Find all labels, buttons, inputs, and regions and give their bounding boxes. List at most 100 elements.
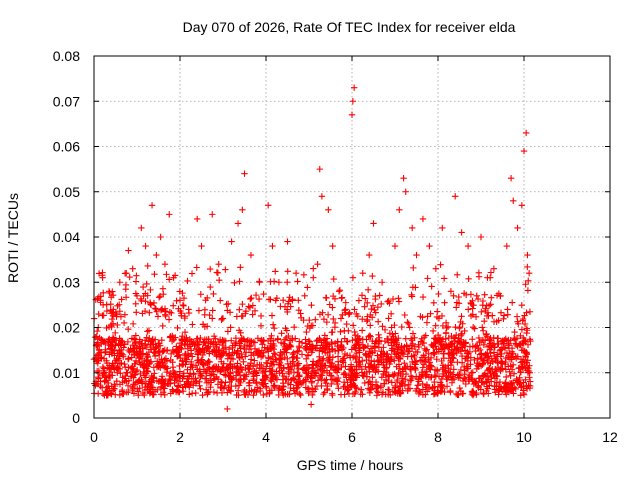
- point-bg-886: [180, 295, 188, 302]
- point-bg-2355: [169, 332, 176, 340]
- point-bg-2264: [254, 352, 261, 359]
- point-bg-1311: [337, 391, 345, 398]
- point-bg-2253: [502, 358, 509, 366]
- point-bg-2537: [485, 390, 492, 397]
- point-bg-2468: [408, 353, 415, 360]
- point-bg-2483: [122, 285, 129, 293]
- point-bg-919: [525, 277, 532, 284]
- point-bg-1744: [107, 293, 115, 301]
- point-bg-567: [269, 321, 277, 328]
- point-bg-1182: [351, 306, 358, 313]
- point-bg-1900: [178, 310, 185, 317]
- point-bg-2286: [504, 306, 511, 313]
- point-bg-1269: [405, 381, 412, 388]
- point-bg-674: [189, 353, 196, 360]
- point-bg-1592: [176, 378, 184, 385]
- point-bg-2462: [414, 348, 421, 356]
- point-bg-2450: [445, 355, 453, 362]
- point-bg-2519: [465, 377, 472, 385]
- chart-title: Day 070 of 2026, Rate Of TEC Index for r…: [183, 19, 516, 35]
- x-tick-label-6: 12: [602, 429, 618, 445]
- point-bg-2472: [406, 365, 414, 373]
- point-bg-1746: [461, 367, 468, 374]
- point-bg-487: [392, 330, 399, 337]
- point-bg-2354: [151, 336, 159, 343]
- point-bg-817: [512, 385, 519, 393]
- point-bg-977: [223, 364, 230, 372]
- point-bg-2521: [278, 356, 285, 363]
- point-35: [247, 251, 255, 259]
- point-bg-1974: [401, 360, 408, 367]
- y-tick-label-3: 0.03: [53, 274, 80, 290]
- point-bg-1698: [329, 304, 336, 311]
- point-bg-2136: [139, 389, 147, 397]
- point-bg-2086: [201, 375, 209, 382]
- point-50: [335, 288, 343, 295]
- point-bg-1661: [462, 380, 470, 388]
- point-bg-1807: [385, 339, 392, 346]
- point-bg-1446: [500, 315, 507, 323]
- point-bg-1796: [324, 311, 332, 318]
- point-bg-1757: [487, 301, 494, 308]
- point-bg-829: [471, 325, 478, 332]
- point-bg-1763: [226, 309, 234, 316]
- point-bg-1865: [443, 383, 451, 390]
- point-bg-2364: [455, 338, 463, 345]
- point-bg-1793: [170, 370, 177, 378]
- point-bg-2188: [132, 300, 139, 307]
- point-15: [138, 224, 145, 232]
- point-bg-1401: [366, 350, 373, 357]
- point-bg-1920: [187, 360, 195, 368]
- point-bg-2435: [397, 349, 405, 356]
- point-bg-1691: [322, 362, 329, 369]
- point-bg-1298: [286, 294, 293, 301]
- point-bg-1460: [423, 346, 430, 353]
- point-bg-2181: [244, 391, 252, 399]
- point-bg-2084: [134, 385, 141, 392]
- point-bg-1230: [329, 328, 336, 336]
- point-bg-2594: [148, 372, 155, 380]
- point-bg-873: [162, 363, 170, 370]
- point-bg-2428: [500, 338, 507, 345]
- point-bg-1439: [470, 301, 477, 309]
- point-bg-1046: [503, 349, 511, 357]
- point-bg-2439: [472, 379, 479, 387]
- point-bg-1224: [285, 332, 292, 340]
- point-bg-2059: [284, 379, 292, 387]
- point-bg-2279: [511, 328, 518, 336]
- point-bg-1247: [194, 357, 201, 364]
- point-bg-393: [518, 326, 526, 333]
- point-bg-1358: [284, 308, 291, 316]
- point-bg-2493: [486, 364, 493, 372]
- point-bg-2335: [319, 356, 326, 364]
- point-bg-2241: [340, 344, 347, 352]
- point-bg-2586: [227, 375, 235, 383]
- point-bg-1559: [367, 322, 374, 329]
- point-bg-2551: [348, 367, 355, 375]
- point-bg-694: [339, 311, 346, 319]
- point-bg-2256: [503, 386, 510, 393]
- point-bg-2028: [207, 265, 214, 273]
- point-70: [439, 224, 446, 232]
- point-bg-2485: [491, 382, 499, 390]
- point-bg-985: [239, 300, 246, 308]
- point-bg-1806: [300, 271, 308, 279]
- point-bg-1970: [222, 379, 229, 386]
- point-bg-1576: [340, 379, 348, 386]
- point-bg-1932: [143, 334, 150, 341]
- point-bg-2254: [384, 372, 392, 379]
- point-bg-932: [217, 384, 224, 392]
- point-bg-2228: [108, 391, 115, 398]
- point-bg-2390: [331, 319, 339, 327]
- point-bg-1752: [483, 312, 491, 320]
- point-bg-1367: [438, 312, 446, 320]
- point-bg-2453: [169, 359, 176, 366]
- point-bg-406: [364, 299, 371, 307]
- point-bg-2232: [358, 365, 365, 373]
- point-bg-1657: [125, 325, 132, 333]
- point-bg-2083: [520, 334, 527, 342]
- point-bg-1323: [404, 319, 411, 326]
- point-bg-2487: [225, 384, 232, 391]
- point-bg-1996: [398, 323, 405, 331]
- point-bg-2437: [367, 311, 374, 319]
